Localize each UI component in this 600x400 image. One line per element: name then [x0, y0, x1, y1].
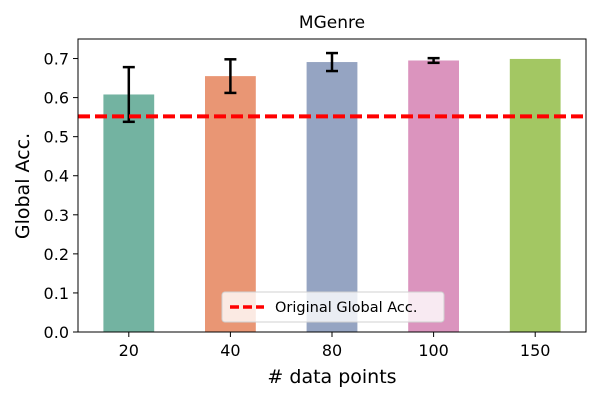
- legend-label: Original Global Acc.: [275, 300, 417, 316]
- x-axis: 20 40 80 100 150: [119, 332, 551, 360]
- x-axis-label: # data points: [267, 366, 396, 388]
- y-tick-label: 0.6: [44, 89, 69, 108]
- legend-box: [221, 291, 445, 323]
- error-bar-100: [427, 56, 440, 65]
- x-tick-label: 40: [220, 341, 240, 360]
- y-tick-label: 0.5: [44, 128, 69, 147]
- x-tick-label: 80: [322, 341, 342, 360]
- y-tick-label: 0.7: [44, 50, 69, 69]
- bar-20: [103, 94, 155, 332]
- bar-100: [408, 60, 459, 333]
- error-bars-layer: [122, 51, 440, 124]
- y-tick-label: 0.4: [44, 167, 69, 186]
- error-bar-20: [122, 65, 135, 124]
- x-tick-label: 20: [119, 341, 139, 360]
- legend: Original Global Acc.: [221, 291, 445, 323]
- y-axis: 0.0 0.1 0.2 0.3 0.4 0.5 0.6 0.7: [44, 50, 78, 342]
- bar-80: [306, 62, 358, 333]
- bar-150: [509, 58, 561, 332]
- y-tick-label: 0.0: [44, 323, 69, 342]
- y-tick-label: 0.2: [44, 245, 69, 264]
- y-axis-label: Global Acc.: [12, 133, 34, 239]
- y-tick-label: 0.1: [44, 284, 69, 303]
- x-tick-label: 150: [520, 341, 551, 360]
- error-bar-40: [224, 58, 237, 95]
- error-bar-80: [326, 51, 338, 73]
- y-tick-label: 0.3: [44, 206, 69, 225]
- chart-title: MGenre: [299, 13, 365, 33]
- bar-40: [205, 76, 256, 332]
- x-tick-label: 100: [418, 341, 449, 360]
- bars-layer: [103, 58, 561, 333]
